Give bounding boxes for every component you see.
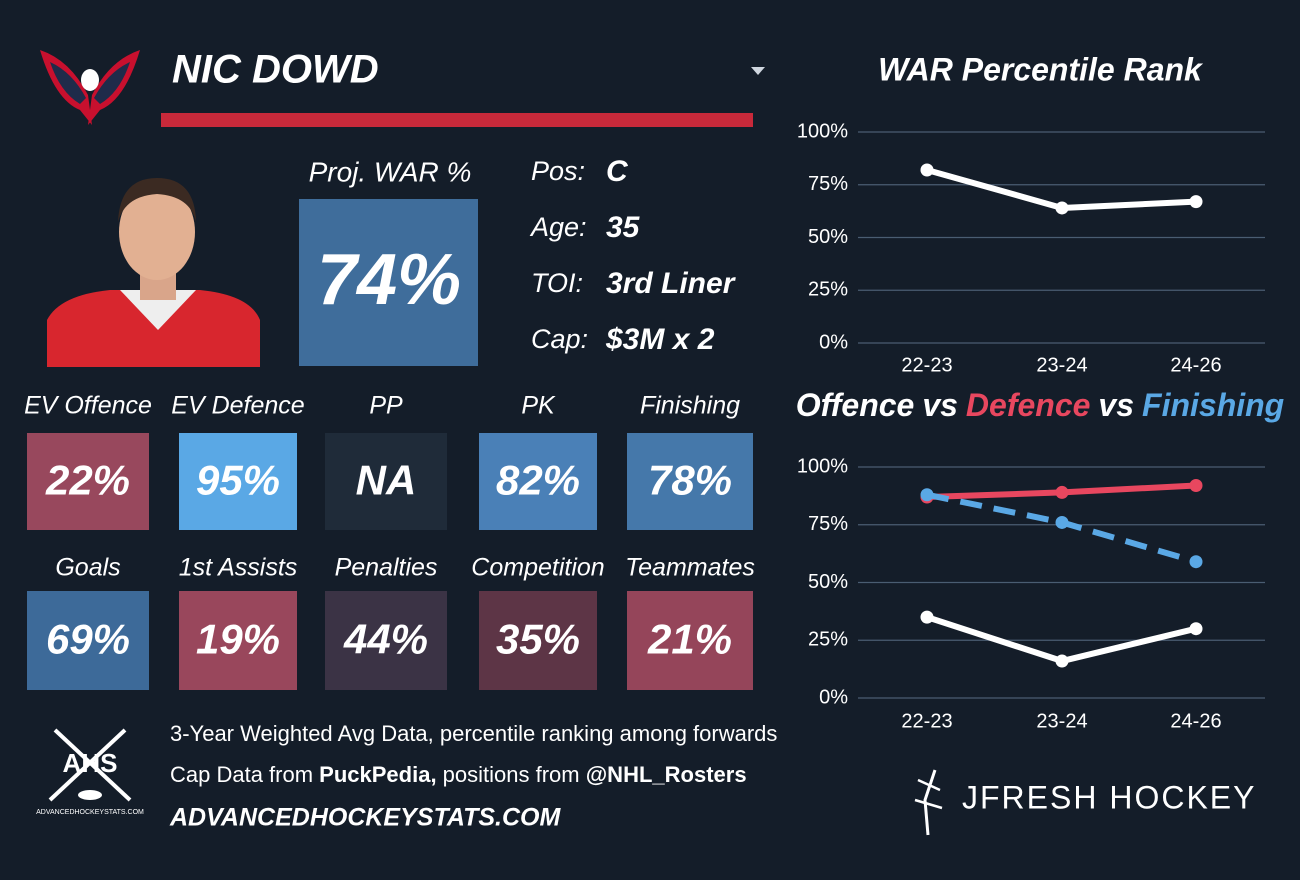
tile	[479, 591, 597, 690]
point	[1055, 485, 1069, 499]
y-tick-label: 25%	[808, 279, 848, 301]
title-joiner: vs	[1098, 387, 1134, 423]
info-value: C	[606, 155, 629, 188]
tile-value: 21%	[647, 616, 732, 663]
x-tick-label: 23-24	[1036, 354, 1087, 376]
point	[1055, 201, 1069, 215]
title-joiner: vs	[922, 387, 958, 423]
y-tick-label: 75%	[808, 513, 848, 535]
credit-part: @NHL_Rosters	[586, 762, 747, 787]
chart-title: Offence vs Defence vs Finishing	[796, 387, 1284, 423]
name-underline	[161, 113, 753, 127]
tile-label: PK	[521, 392, 556, 420]
projection-label: Proj. WAR %	[309, 156, 472, 187]
legend-entry: Defence	[966, 387, 1091, 423]
team-logo	[40, 50, 140, 125]
tile	[325, 433, 447, 530]
tile	[179, 433, 297, 530]
tile	[27, 591, 149, 690]
tile	[627, 433, 753, 530]
dropdown-arrow[interactable]	[751, 67, 765, 75]
y-tick-label: 0%	[819, 331, 848, 353]
tile-value: 19%	[196, 616, 280, 663]
tile-value: 35%	[496, 616, 580, 663]
point	[1189, 555, 1203, 569]
tile-value: 78%	[648, 457, 732, 504]
tile-label: EV Offence	[24, 392, 152, 420]
player-photo	[47, 178, 260, 367]
y-tick-label: 100%	[797, 120, 848, 142]
x-tick-label: 23-24	[1036, 710, 1087, 732]
player-name: NIC DOWD	[172, 48, 379, 92]
projection-box	[299, 199, 478, 366]
tile-label: Goals	[55, 554, 120, 582]
ahs-logo-text: AHS	[63, 748, 118, 778]
info-label: Cap:	[531, 324, 588, 354]
y-tick-label: 100%	[797, 455, 848, 477]
point	[920, 610, 934, 624]
footer-note: 3-Year Weighted Avg Data, percentile ran…	[170, 721, 777, 746]
projection-value: 74%	[317, 240, 461, 320]
info-label: Pos:	[531, 156, 585, 186]
y-tick-label: 50%	[808, 571, 848, 593]
tile-value: 95%	[196, 457, 280, 504]
tile-label: Penalties	[335, 554, 438, 582]
tile-label: 1st Assists	[179, 554, 298, 582]
tile-value: 82%	[496, 457, 580, 504]
point	[1189, 195, 1203, 209]
point	[1055, 515, 1069, 529]
tile-label: Finishing	[640, 392, 740, 420]
brand-name: JFRESH HOCKEY	[962, 779, 1256, 815]
chart-title: WAR Percentile Rank	[878, 51, 1204, 87]
y-tick-label: 75%	[808, 173, 848, 195]
tile	[627, 591, 753, 690]
ahs-logo	[48, 728, 132, 802]
point	[920, 488, 934, 502]
x-tick-label: 24-26	[1170, 354, 1221, 376]
info-label: Age:	[529, 212, 587, 242]
credit-part: positions from	[437, 762, 586, 787]
tile-label: Competition	[471, 554, 604, 582]
footer-site: ADVANCEDHOCKEYSTATS.COM	[169, 804, 561, 832]
credit-part: Cap Data from	[170, 762, 319, 787]
point	[920, 163, 934, 177]
x-tick-label: 22-23	[901, 354, 952, 376]
brand-logo	[914, 769, 943, 836]
info-value: 35	[606, 211, 641, 244]
tile-value: 22%	[45, 457, 130, 504]
ahs-logo-sub: ADVANCEDHOCKEYSTATS.COM	[36, 809, 144, 816]
tile	[325, 591, 447, 690]
y-tick-label: 25%	[808, 629, 848, 651]
info-label: TOI:	[531, 268, 583, 298]
y-tick-label: 50%	[808, 226, 848, 248]
tile-value: 44%	[343, 616, 428, 663]
x-tick-label: 24-26	[1170, 710, 1221, 732]
credit-part: PuckPedia,	[319, 762, 436, 787]
tile	[27, 433, 149, 530]
point	[1189, 478, 1203, 492]
info-value: $3M x 2	[605, 323, 715, 356]
tile-label: EV Defence	[171, 392, 304, 420]
legend-entry: Finishing	[1142, 387, 1284, 423]
tile-value: NA	[356, 457, 417, 504]
point	[1189, 622, 1203, 636]
x-tick-label: 22-23	[901, 710, 952, 732]
tile-label: Teammates	[625, 554, 755, 582]
info-value: 3rd Liner	[606, 267, 737, 300]
tile-label: PP	[369, 392, 403, 420]
footer-credits: Cap Data from PuckPedia, positions from …	[170, 762, 747, 787]
legend-entry: Offence	[796, 387, 915, 423]
tile	[479, 433, 597, 530]
y-tick-label: 0%	[819, 686, 848, 708]
tile	[179, 591, 297, 690]
tile-value: 69%	[46, 616, 130, 663]
point	[1055, 654, 1069, 668]
